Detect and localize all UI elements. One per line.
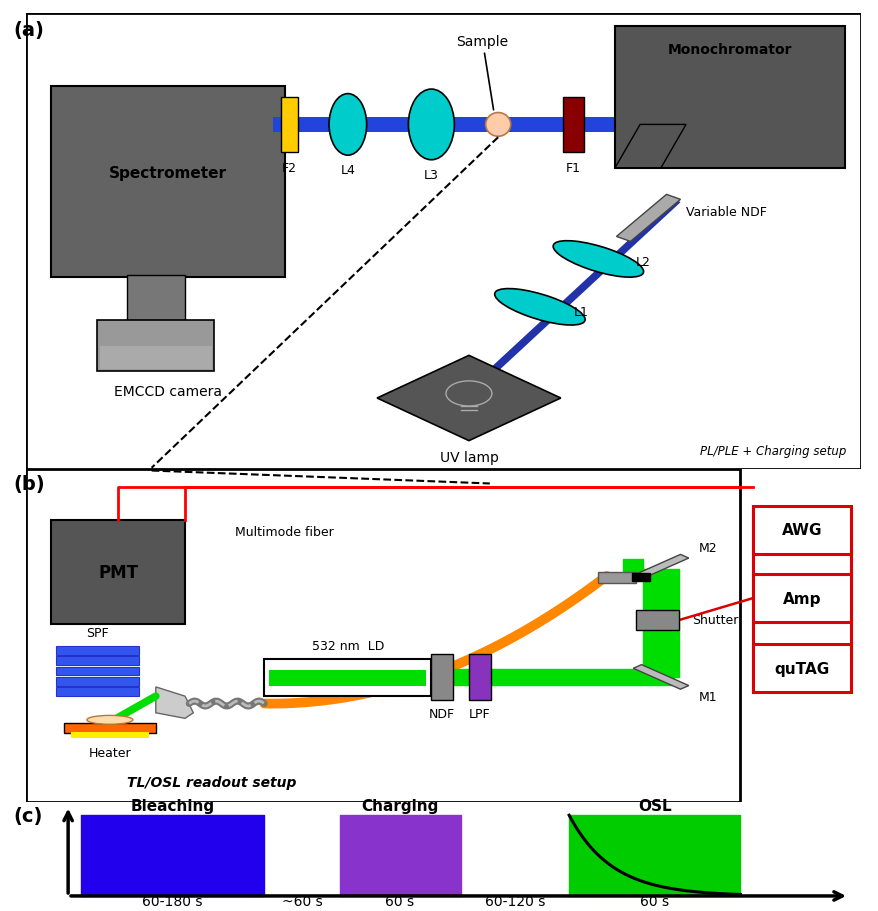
FancyBboxPatch shape (26, 14, 860, 469)
Text: (c): (c) (14, 805, 43, 824)
FancyBboxPatch shape (269, 670, 426, 686)
Polygon shape (377, 356, 560, 441)
Text: F2: F2 (282, 162, 297, 175)
FancyBboxPatch shape (64, 723, 155, 733)
FancyBboxPatch shape (55, 667, 139, 676)
Text: UV lamp: UV lamp (439, 451, 498, 465)
Text: L3: L3 (423, 169, 438, 181)
Text: OSL: OSL (637, 798, 671, 813)
FancyBboxPatch shape (631, 574, 650, 582)
FancyBboxPatch shape (598, 572, 636, 584)
Text: NDF: NDF (428, 708, 455, 721)
Text: Bleaching: Bleaching (130, 798, 214, 813)
Text: 60-120 s: 60-120 s (484, 895, 544, 908)
Text: quTAG: quTAG (774, 661, 829, 676)
Text: Shutter: Shutter (691, 614, 738, 627)
Polygon shape (155, 687, 193, 719)
Text: L2: L2 (636, 255, 650, 269)
Text: 60 s: 60 s (385, 895, 414, 908)
Text: F1: F1 (565, 162, 580, 175)
FancyBboxPatch shape (126, 275, 185, 323)
Polygon shape (615, 125, 686, 169)
Text: Charging: Charging (361, 798, 438, 813)
Text: L1: L1 (572, 305, 587, 319)
FancyBboxPatch shape (70, 732, 149, 739)
Text: (a): (a) (14, 21, 45, 39)
Text: ~60 s: ~60 s (281, 895, 322, 908)
Text: Amp: Amp (782, 591, 820, 606)
FancyBboxPatch shape (563, 97, 584, 152)
FancyBboxPatch shape (636, 610, 679, 630)
FancyBboxPatch shape (97, 321, 214, 372)
Text: M2: M2 (698, 541, 716, 554)
Ellipse shape (552, 241, 643, 278)
Ellipse shape (87, 716, 133, 724)
Ellipse shape (408, 90, 454, 160)
FancyBboxPatch shape (615, 27, 844, 169)
FancyBboxPatch shape (51, 87, 284, 278)
Polygon shape (632, 665, 688, 690)
Text: Spectrometer: Spectrometer (109, 166, 227, 180)
Polygon shape (632, 555, 688, 579)
Text: PMT: PMT (98, 564, 138, 581)
Text: TL/OSL readout setup: TL/OSL readout setup (126, 774, 296, 789)
FancyBboxPatch shape (431, 654, 452, 700)
Text: LPF: LPF (469, 708, 490, 721)
FancyBboxPatch shape (752, 645, 851, 692)
FancyBboxPatch shape (469, 654, 490, 700)
FancyBboxPatch shape (55, 657, 139, 665)
Text: PL/PLE + Charging setup: PL/PLE + Charging setup (699, 445, 846, 457)
FancyBboxPatch shape (100, 347, 212, 370)
Text: Multimode fiber: Multimode fiber (235, 526, 334, 538)
Text: L4: L4 (340, 164, 355, 177)
FancyBboxPatch shape (55, 688, 139, 696)
Polygon shape (615, 195, 680, 242)
FancyBboxPatch shape (26, 469, 739, 802)
Text: 60 s: 60 s (639, 895, 668, 908)
FancyBboxPatch shape (51, 521, 185, 624)
FancyBboxPatch shape (55, 646, 139, 655)
Ellipse shape (486, 113, 510, 137)
Ellipse shape (494, 290, 585, 325)
Text: Heater: Heater (89, 746, 131, 759)
FancyBboxPatch shape (264, 660, 431, 696)
Text: 60-180 s: 60-180 s (142, 895, 203, 908)
Text: AWG: AWG (781, 523, 822, 537)
FancyBboxPatch shape (281, 97, 298, 152)
Ellipse shape (328, 95, 366, 156)
Text: SPF: SPF (86, 626, 109, 640)
Text: EMCCD camera: EMCCD camera (114, 384, 222, 399)
Text: (b): (b) (14, 475, 46, 494)
FancyBboxPatch shape (752, 507, 851, 554)
FancyBboxPatch shape (272, 118, 694, 133)
Text: Variable NDF: Variable NDF (686, 205, 766, 219)
FancyBboxPatch shape (55, 677, 139, 686)
FancyBboxPatch shape (752, 575, 851, 622)
Text: Sample: Sample (456, 35, 508, 110)
Text: Monochromator: Monochromator (667, 43, 791, 57)
Text: M1: M1 (698, 691, 716, 703)
Text: 532 nm  LD: 532 nm LD (312, 639, 384, 652)
